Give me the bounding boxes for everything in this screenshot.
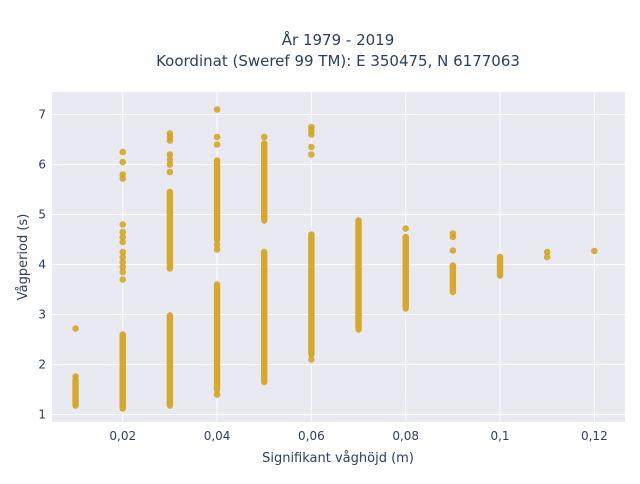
data-point — [449, 233, 457, 241]
y-tick-label: 7 — [38, 108, 46, 122]
data-point-range — [72, 377, 79, 409]
data-point-range — [166, 188, 174, 272]
data-point — [119, 263, 127, 271]
data-point-range — [308, 231, 315, 358]
y-axis-ticks: 1 2 3 4 5 6 7 — [38, 108, 46, 422]
data-point-range — [496, 253, 504, 279]
data-point — [166, 137, 174, 144]
data-point — [119, 221, 127, 228]
data-point — [213, 133, 221, 141]
data-point — [119, 148, 127, 156]
plot-area — [52, 92, 625, 422]
data-point — [119, 233, 127, 241]
data-point — [308, 131, 315, 138]
data-point — [119, 158, 127, 166]
x-tick-label: 0,08 — [392, 429, 419, 443]
x-tick-label: 0,1 — [490, 429, 509, 443]
data-point — [213, 391, 221, 398]
data-point — [213, 241, 221, 248]
data-point — [543, 248, 551, 256]
y-tick-label: 2 — [38, 358, 46, 372]
data-point — [119, 228, 127, 236]
data-point — [119, 175, 127, 182]
data-point-range — [213, 157, 221, 243]
data-point — [119, 248, 127, 256]
data-point-range — [213, 281, 221, 393]
data-point — [213, 141, 221, 148]
data-point-range — [449, 262, 457, 296]
x-axis-ticks: 0,02 0,04 0,06 0,08 0,1 0,12 — [109, 429, 607, 443]
data-point — [119, 258, 127, 266]
data-point — [166, 168, 174, 176]
y-tick-label: 5 — [38, 208, 46, 222]
x-tick-label: 0,04 — [204, 429, 231, 443]
x-tick-label: 0,02 — [109, 429, 136, 443]
data-point — [119, 238, 127, 246]
data-point — [119, 268, 127, 276]
data-point — [72, 373, 79, 380]
data-points — [72, 106, 598, 412]
data-point — [543, 253, 551, 261]
data-point — [166, 156, 174, 163]
data-point — [260, 133, 268, 141]
data-point-range — [119, 331, 126, 412]
data-point — [449, 247, 457, 254]
data-point-range — [261, 140, 268, 224]
data-point — [402, 225, 410, 232]
data-point — [213, 246, 221, 253]
data-point — [591, 247, 598, 255]
y-tick-label: 1 — [38, 408, 46, 422]
data-point — [72, 325, 79, 332]
data-point — [213, 106, 221, 113]
data-point — [308, 356, 315, 363]
data-point-range — [261, 248, 268, 386]
y-tick-label: 6 — [38, 158, 46, 172]
data-point — [166, 151, 174, 158]
data-point — [119, 276, 127, 283]
y-axis-label: Vågperiod (s) — [16, 214, 31, 301]
data-point-range — [166, 312, 174, 409]
data-point-range — [402, 233, 409, 312]
x-axis-label: Signifikant våghöjd (m) — [262, 451, 414, 466]
data-point — [308, 151, 315, 158]
chart-title-line2: Koordinat (Sweref 99 TM): E 350475, N 61… — [156, 52, 520, 70]
data-point — [308, 143, 315, 151]
x-tick-label: 0,06 — [298, 429, 325, 443]
y-tick-label: 3 — [38, 308, 46, 322]
chart-title-line1: År 1979 - 2019 — [282, 30, 395, 49]
y-tick-label: 4 — [38, 258, 46, 272]
x-tick-label: 0,12 — [581, 429, 608, 443]
data-point — [119, 253, 127, 261]
data-point — [166, 161, 174, 168]
data-point-range — [355, 217, 362, 333]
